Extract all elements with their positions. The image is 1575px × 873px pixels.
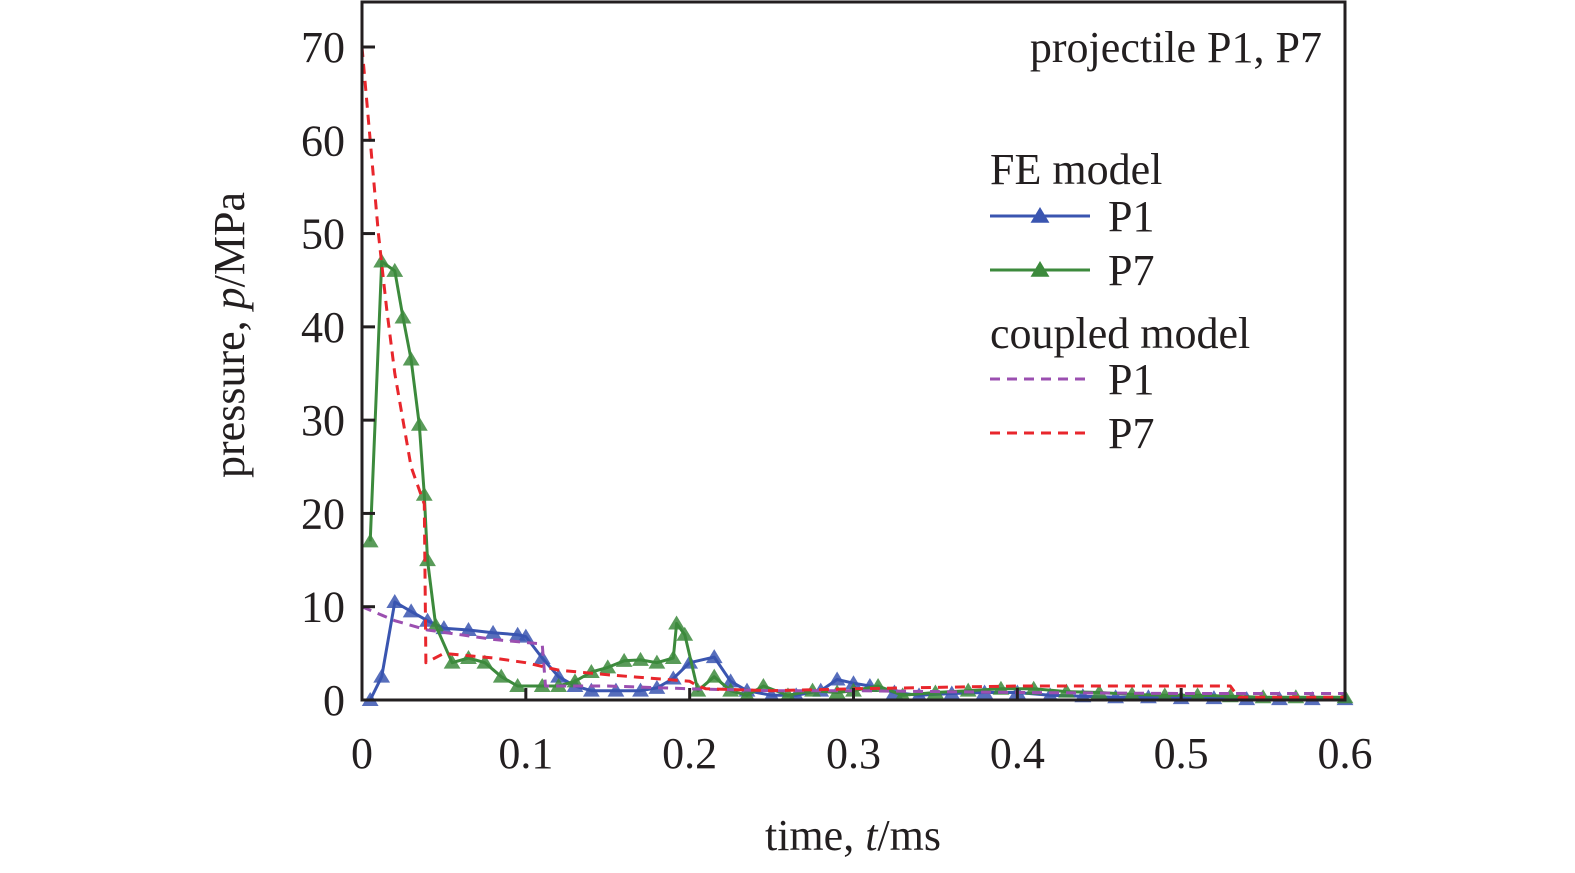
series-line <box>361 605 1345 695</box>
data-point <box>722 673 740 688</box>
data-point <box>828 671 846 686</box>
data-point <box>763 687 780 702</box>
x-tick-label: 0.2 <box>662 729 717 778</box>
series-line <box>360 46 1345 699</box>
data-point <box>394 309 412 324</box>
data-point <box>533 650 551 665</box>
data-point <box>410 416 428 431</box>
data-point <box>632 651 649 666</box>
data-point <box>566 673 584 688</box>
data-point <box>419 612 436 627</box>
x-axis-label: time, t/ms <box>765 811 941 860</box>
x-tick-label: 0.5 <box>1154 729 1209 778</box>
data-point <box>599 659 617 674</box>
y-tick-label: 30 <box>301 396 345 445</box>
legend-group-fe: FE model <box>990 145 1162 194</box>
data-point <box>419 552 436 567</box>
data-point <box>648 679 666 694</box>
legend-label: P7 <box>1108 246 1154 295</box>
y-tick-label: 0 <box>323 676 345 725</box>
data-point <box>1041 687 1059 702</box>
legend-marker <box>1030 261 1050 277</box>
data-point <box>632 682 649 697</box>
x-tick-label: 0.1 <box>498 729 553 778</box>
series-coupled-model-p1 <box>361 605 1345 695</box>
y-axis-label: pressure, p/MPa <box>205 192 254 478</box>
data-point <box>845 675 862 690</box>
y-tick-label: 60 <box>301 116 345 165</box>
data-point <box>517 628 535 643</box>
data-point <box>648 654 666 669</box>
data-point <box>607 682 625 697</box>
x-tick-label: 0 <box>351 729 373 778</box>
data-point <box>615 652 633 667</box>
data-point <box>484 624 502 639</box>
legend-entry: P7 <box>990 246 1154 295</box>
data-point <box>894 687 912 702</box>
ticks-layer: 0 0.1 0.2 0.3 0.4 0.5 0.6 0 10 20 30 40 50 60 70 <box>301 23 1373 778</box>
data-point <box>427 617 445 632</box>
legend-group-coupled: coupled model <box>990 309 1250 358</box>
data-point <box>705 668 723 683</box>
data-point <box>754 678 772 693</box>
x-tick-label: 0.4 <box>990 729 1045 778</box>
legend: P1 P7 P1 P7 <box>990 192 1154 458</box>
legend-label: P1 <box>1108 192 1154 241</box>
legend-entry: P1 <box>990 355 1154 404</box>
data-point <box>402 351 420 366</box>
data-point <box>1156 687 1174 702</box>
legend-entry: P1 <box>990 192 1154 241</box>
data-point <box>361 533 379 548</box>
legend-label: P7 <box>1108 409 1154 458</box>
data-point <box>443 654 461 669</box>
series-coupled-model-p7 <box>360 46 1345 699</box>
y-tick-label: 50 <box>301 210 345 259</box>
legend-entry: P7 <box>990 409 1154 458</box>
data-point <box>476 654 494 669</box>
data-point <box>738 687 756 702</box>
data-point <box>582 682 600 697</box>
series-layer <box>360 46 1354 706</box>
data-point <box>460 622 477 637</box>
data-point <box>415 486 433 501</box>
data-point <box>705 649 723 664</box>
data-point <box>373 668 391 683</box>
y-tick-label: 10 <box>301 583 345 632</box>
data-point <box>582 664 600 679</box>
data-point <box>509 678 527 693</box>
y-tick-label: 20 <box>301 489 345 538</box>
data-point <box>386 594 404 609</box>
data-point <box>492 668 510 683</box>
annotation: projectile P1, P7 <box>1030 23 1322 72</box>
data-point <box>386 262 404 277</box>
data-point <box>402 603 420 618</box>
y-tick-label: 40 <box>301 303 345 352</box>
data-point <box>1189 687 1206 702</box>
data-point <box>1123 686 1141 701</box>
data-point <box>668 615 685 630</box>
x-tick-label: 0.3 <box>826 729 881 778</box>
data-point <box>533 678 551 693</box>
data-point <box>664 650 682 665</box>
data-point <box>550 668 567 683</box>
data-point <box>373 253 391 268</box>
x-tick-label: 0.6 <box>1318 729 1373 778</box>
legend-label: P1 <box>1108 355 1154 404</box>
y-tick-label: 70 <box>301 23 345 72</box>
data-point <box>779 687 797 702</box>
legend-marker <box>1030 207 1050 223</box>
data-point <box>1090 684 1108 699</box>
data-point <box>676 626 694 641</box>
